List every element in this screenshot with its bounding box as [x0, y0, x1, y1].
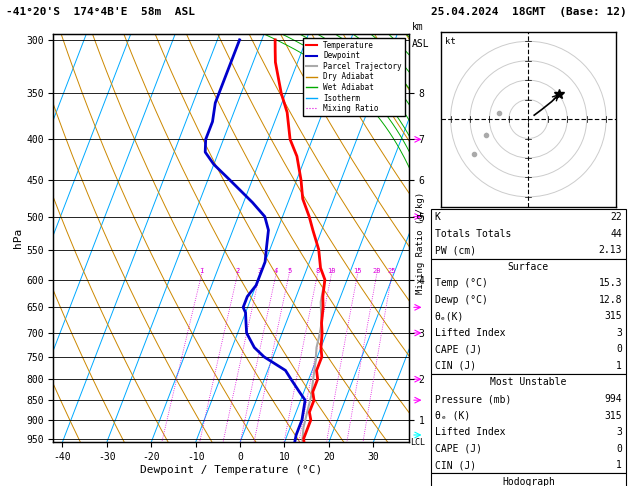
- Text: km: km: [412, 22, 424, 32]
- Text: 2: 2: [235, 268, 240, 274]
- Text: θₑ(K): θₑ(K): [435, 312, 464, 321]
- Legend: Temperature, Dewpoint, Parcel Trajectory, Dry Adiabat, Wet Adiabat, Isotherm, Mi: Temperature, Dewpoint, Parcel Trajectory…: [303, 38, 405, 116]
- Text: 44: 44: [610, 229, 622, 239]
- Text: 20: 20: [372, 268, 381, 274]
- Text: 25.04.2024  18GMT  (Base: 12): 25.04.2024 18GMT (Base: 12): [431, 7, 626, 17]
- Text: 8: 8: [315, 268, 320, 274]
- Text: 315: 315: [604, 411, 622, 420]
- Text: K: K: [435, 212, 440, 222]
- Text: Mixing Ratio (g/kg): Mixing Ratio (g/kg): [416, 192, 425, 294]
- Text: 25: 25: [387, 268, 396, 274]
- Text: Temp (°C): Temp (°C): [435, 278, 487, 288]
- Text: Totals Totals: Totals Totals: [435, 229, 511, 239]
- Text: CIN (J): CIN (J): [435, 460, 476, 470]
- Text: +: +: [472, 152, 476, 156]
- Text: +: +: [483, 132, 488, 137]
- Text: 994: 994: [604, 394, 622, 404]
- Text: 4: 4: [274, 268, 278, 274]
- Text: θₑ (K): θₑ (K): [435, 411, 470, 420]
- Text: Lifted Index: Lifted Index: [435, 328, 505, 338]
- Text: LCL: LCL: [410, 438, 425, 448]
- Text: +: +: [497, 111, 501, 116]
- Text: 12.8: 12.8: [599, 295, 622, 305]
- Text: 3: 3: [258, 268, 262, 274]
- Text: CAPE (J): CAPE (J): [435, 444, 482, 453]
- Text: 0: 0: [616, 345, 622, 354]
- Text: 15: 15: [353, 268, 362, 274]
- Text: 1: 1: [616, 361, 622, 371]
- Text: 3: 3: [616, 328, 622, 338]
- Text: 15.3: 15.3: [599, 278, 622, 288]
- Text: 315: 315: [604, 312, 622, 321]
- Text: Dewp (°C): Dewp (°C): [435, 295, 487, 305]
- X-axis label: Dewpoint / Temperature (°C): Dewpoint / Temperature (°C): [140, 465, 322, 475]
- Text: 0: 0: [616, 444, 622, 453]
- Text: -41°20'S  174°4B'E  58m  ASL: -41°20'S 174°4B'E 58m ASL: [6, 7, 195, 17]
- Text: 1: 1: [616, 460, 622, 470]
- Text: CIN (J): CIN (J): [435, 361, 476, 371]
- Text: PW (cm): PW (cm): [435, 245, 476, 255]
- Y-axis label: hPa: hPa: [13, 228, 23, 248]
- Text: 1: 1: [199, 268, 204, 274]
- Text: 5: 5: [287, 268, 291, 274]
- Text: 2.13: 2.13: [599, 245, 622, 255]
- Text: Lifted Index: Lifted Index: [435, 427, 505, 437]
- Text: 10: 10: [327, 268, 336, 274]
- Text: kt: kt: [445, 37, 455, 47]
- Text: CAPE (J): CAPE (J): [435, 345, 482, 354]
- Text: Hodograph: Hodograph: [502, 477, 555, 486]
- Text: ASL: ASL: [412, 39, 430, 49]
- Text: 3: 3: [616, 427, 622, 437]
- Text: Pressure (mb): Pressure (mb): [435, 394, 511, 404]
- Text: Surface: Surface: [508, 262, 549, 272]
- Text: 22: 22: [610, 212, 622, 222]
- Text: Most Unstable: Most Unstable: [490, 378, 567, 387]
